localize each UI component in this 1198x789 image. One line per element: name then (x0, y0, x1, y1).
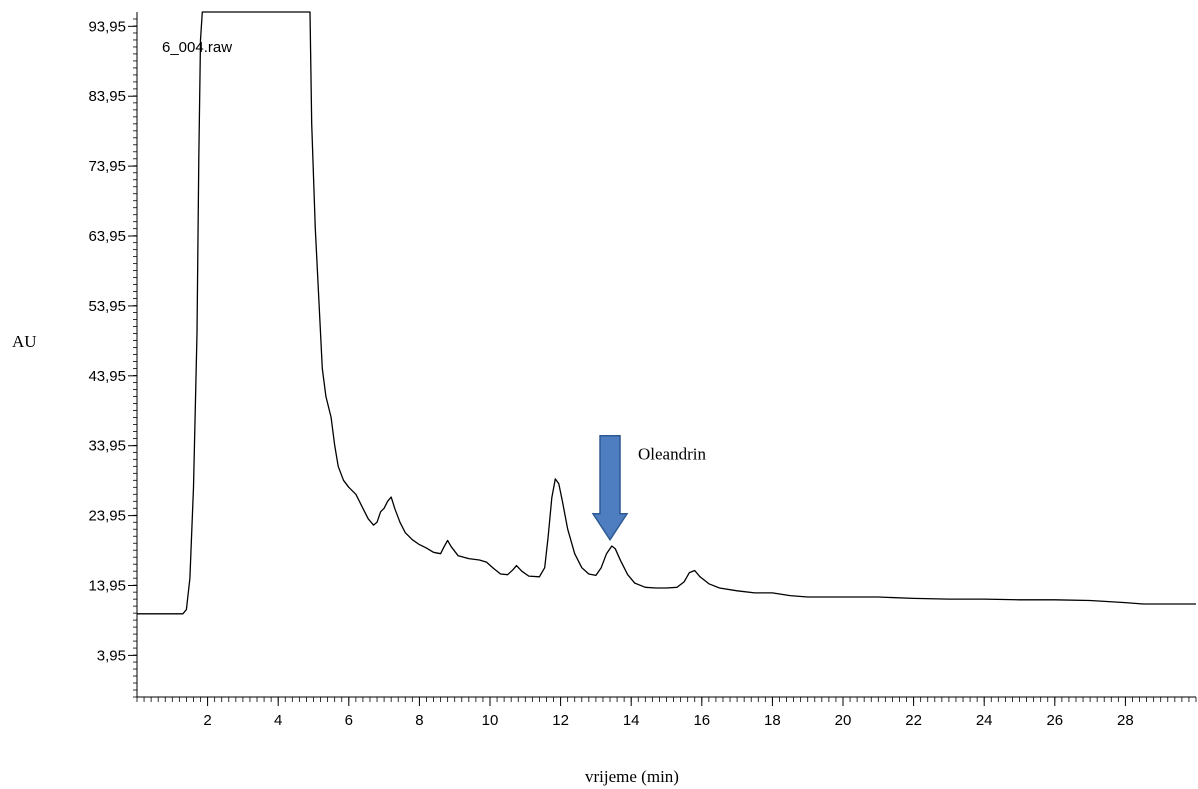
x-axis-label: vrijeme (min) (585, 767, 679, 786)
chromatogram-trace (137, 11, 1196, 615)
x-tick-label: 20 (835, 712, 852, 729)
annotation-label: Oleandrin (638, 445, 706, 464)
x-tick-label: 26 (1046, 712, 1063, 729)
x-tick-label: 12 (552, 712, 569, 729)
x-tick-label: 22 (905, 712, 922, 729)
y-tick-label: 73,95 (88, 158, 126, 175)
y-tick-label: 63,95 (88, 228, 126, 245)
x-tick-label: 28 (1117, 712, 1134, 729)
arrow-down-icon (591, 434, 629, 542)
y-tick-label: 13,95 (88, 578, 126, 595)
y-tick-label: 53,95 (88, 298, 126, 315)
x-tick-label: 4 (274, 712, 282, 729)
oleandrin-annotation: Oleandrin (591, 434, 706, 542)
x-tick-label: 10 (482, 712, 499, 729)
x-axis: 2 4 6 8 10 12 14 16 18 20 22 24 26 28 (136, 696, 1197, 729)
series-layer (137, 11, 1196, 615)
y-tick-label: 43,95 (88, 368, 126, 385)
x-tick-label: 18 (764, 712, 781, 729)
y-axis: 3,95 13,95 23,95 33,95 43,95 53,95 63,95 73,95 8… (88, 12, 138, 698)
x-tick-label: 2 (203, 712, 211, 729)
x-tick-label: 24 (976, 712, 993, 729)
y-tick-label: 93,95 (88, 18, 126, 35)
x-tick-label: 16 (693, 712, 710, 729)
y-tick-label: 33,95 (88, 438, 126, 455)
x-tick-label: 8 (415, 712, 423, 729)
x-tick-label: 6 (345, 712, 353, 729)
y-tick-label: 23,95 (88, 508, 126, 525)
y-tick-label: 83,95 (88, 88, 126, 105)
x-tick-label: 14 (623, 712, 640, 729)
y-axis-label: AU (12, 332, 37, 351)
file-label: 6_004.raw (162, 39, 232, 56)
y-tick-label: 3,95 (97, 647, 126, 664)
